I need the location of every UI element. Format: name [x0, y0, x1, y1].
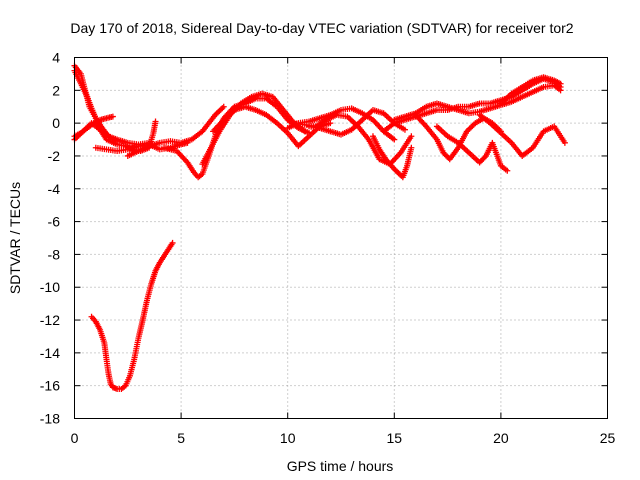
y-tick-label: -18 — [40, 411, 60, 427]
y-tick-labels: 4 2 0 -2 -4 -6 -8 -10 -12 -14 -16 -18 — [40, 50, 60, 427]
y-tick-label: -14 — [40, 345, 60, 361]
data-point — [220, 103, 227, 110]
data-point — [327, 120, 334, 127]
x-tick-label: 0 — [71, 430, 79, 446]
x-tick-label: 15 — [387, 430, 403, 446]
y-tick-label: -2 — [48, 148, 61, 164]
data-point — [557, 80, 564, 87]
y-tick-label: -4 — [48, 181, 61, 197]
data-point — [152, 118, 159, 125]
x-tick-label: 20 — [493, 430, 509, 446]
data-points — [71, 62, 568, 392]
data-point — [169, 239, 176, 246]
chart-title: Day 170 of 2018, Sidereal Day-to-day VTE… — [70, 20, 573, 36]
data-point — [109, 113, 116, 120]
series-arc-13 — [369, 133, 415, 181]
y-tick-label: -8 — [48, 246, 61, 262]
y-tick-label: -16 — [40, 378, 60, 394]
x-axis-label: GPS time / hours — [287, 458, 394, 474]
y-tick-label: -6 — [48, 214, 61, 230]
y-axis-label: SDTVAR / TECUs — [7, 182, 23, 294]
y-tick-label: 4 — [52, 50, 60, 66]
x-tick-label: 25 — [600, 430, 616, 446]
x-tick-label: 10 — [280, 430, 296, 446]
data-point — [561, 139, 568, 146]
data-point — [408, 133, 415, 140]
y-tick-label: -10 — [40, 279, 60, 295]
series-arc-16 — [412, 111, 504, 163]
series-arc-6 — [124, 103, 227, 159]
y-tick-label: -12 — [40, 312, 60, 328]
plot-frame — [74, 57, 608, 419]
data-point — [504, 167, 511, 174]
series-arc-17 — [433, 123, 511, 174]
series-arc-20 — [88, 239, 176, 392]
data-point — [481, 154, 488, 161]
series-arc-12 — [306, 107, 408, 138]
data-point — [557, 87, 564, 94]
data-point — [401, 126, 408, 133]
series-arc-18 — [476, 111, 568, 159]
x-tick-labels: 0 5 10 15 20 25 — [71, 430, 616, 446]
series-arc-15 — [391, 82, 564, 123]
data-point — [391, 136, 398, 143]
y-tick-label: 2 — [52, 82, 60, 98]
data-point — [301, 128, 308, 135]
y-tick-label: 0 — [52, 115, 60, 131]
x-tick-label: 5 — [177, 430, 185, 446]
series-arc-9 — [210, 103, 334, 150]
series-arc-19 — [497, 74, 564, 107]
data-point — [408, 144, 415, 151]
grid-lines — [74, 57, 608, 419]
